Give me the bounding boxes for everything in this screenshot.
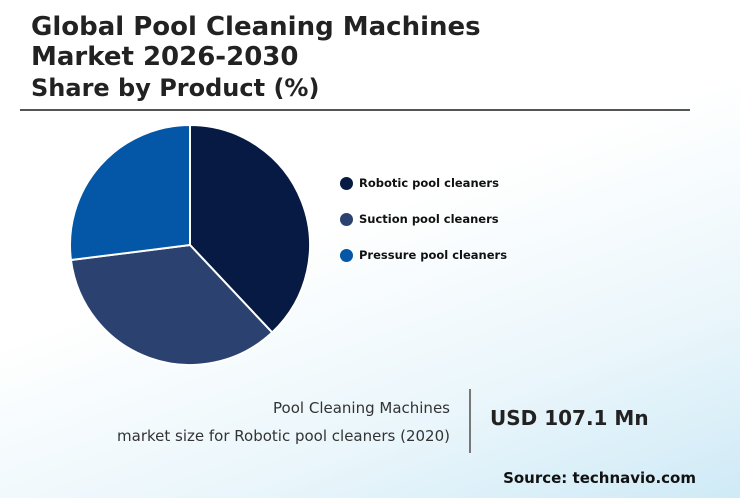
legend: Robotic pool cleaners Suction pool clean… (340, 174, 507, 282)
legend-label: Pressure pool cleaners (359, 248, 508, 262)
legend-swatch (340, 212, 353, 226)
legend-swatch (340, 176, 353, 190)
market-size-description: market size for Robotic pool cleaners (2… (117, 427, 450, 445)
market-size-label: Pool Cleaning Machines (273, 399, 450, 417)
source-credit: Source: technavio.com (503, 469, 696, 487)
legend-item-suction: Suction pool cleaners (340, 210, 507, 228)
pie-slice-pressure-pool-cleaners (69, 123, 191, 262)
legend-label: Suction pool cleaners (359, 212, 499, 226)
pie-slice-suction-pool-cleaners (69, 243, 274, 366)
pie-slice-robotic-pool-cleaners (189, 123, 311, 334)
chart-subtitle: Share by Product (%) (31, 74, 320, 102)
title-divider (20, 109, 690, 111)
chart-title: Global Pool Cleaning Machines Market 202… (31, 12, 481, 72)
legend-swatch (340, 248, 353, 262)
market-size-value: USD 107.1 Mn (490, 406, 649, 430)
pie-chart (69, 123, 311, 366)
legend-item-robotic: Robotic pool cleaners (340, 174, 507, 192)
legend-label: Robotic pool cleaners (359, 176, 499, 190)
info-divider (469, 389, 471, 453)
legend-item-pressure: Pressure pool cleaners (340, 246, 507, 264)
